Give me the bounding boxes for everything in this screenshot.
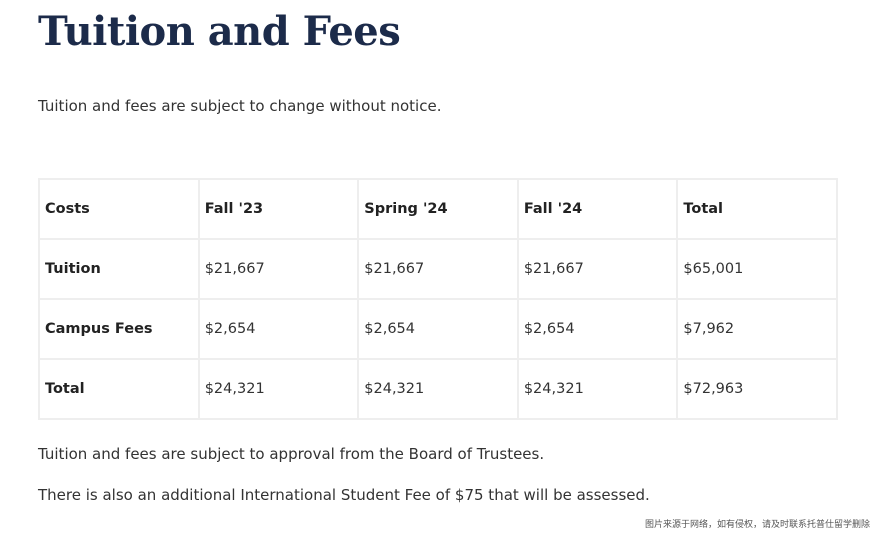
page-title: Tuition and Fees <box>38 8 401 55</box>
row-header: Campus Fees <box>38 298 200 360</box>
table-cell: $24,321 <box>357 358 519 420</box>
table-body: Tuition $21,667 $21,667 $21,667 $65,001 Campu… <box>38 238 838 420</box>
table-row: Tuition $21,667 $21,667 $21,667 $65,001 <box>38 238 838 300</box>
table-cell: $2,654 <box>197 298 360 360</box>
row-header: Tuition <box>38 238 200 300</box>
table-cell: $21,667 <box>197 238 360 300</box>
table-cell: $65,001 <box>676 238 838 300</box>
table-cell: $7,962 <box>676 298 838 360</box>
fees-table: Costs Fall '23 Spring '24 Fall '24 Total Tui… <box>38 178 838 420</box>
note: There is also an additional Internationa… <box>38 486 650 504</box>
note: Tuition and fees are subject to approval… <box>38 445 545 463</box>
column-header: Fall '24 <box>516 178 679 240</box>
column-header: Costs <box>38 178 200 240</box>
table-cell: $2,654 <box>516 298 679 360</box>
intro-text: Tuition and fees are subject to change w… <box>38 97 442 115</box>
table-cell: $24,321 <box>516 358 679 420</box>
column-header: Spring '24 <box>357 178 519 240</box>
column-header: Total <box>676 178 838 240</box>
table-cell: $72,963 <box>676 358 838 420</box>
column-header: Fall '23 <box>197 178 360 240</box>
row-header: Total <box>38 358 200 420</box>
table-row: Total $24,321 $24,321 $24,321 $72,963 <box>38 358 838 420</box>
watermark: 图片来源于网络，如有侵权，请及时联系托普仕留学删除 <box>644 520 870 530</box>
table-cell: $21,667 <box>516 238 679 300</box>
table-cell: $2,654 <box>357 298 519 360</box>
table-cell: $24,321 <box>197 358 360 420</box>
table-row: Campus Fees $2,654 $2,654 $2,654 $7,962 <box>38 298 838 360</box>
table-cell: $21,667 <box>357 238 519 300</box>
header-row: Costs Fall '23 Spring '24 Fall '24 Total <box>38 178 838 240</box>
